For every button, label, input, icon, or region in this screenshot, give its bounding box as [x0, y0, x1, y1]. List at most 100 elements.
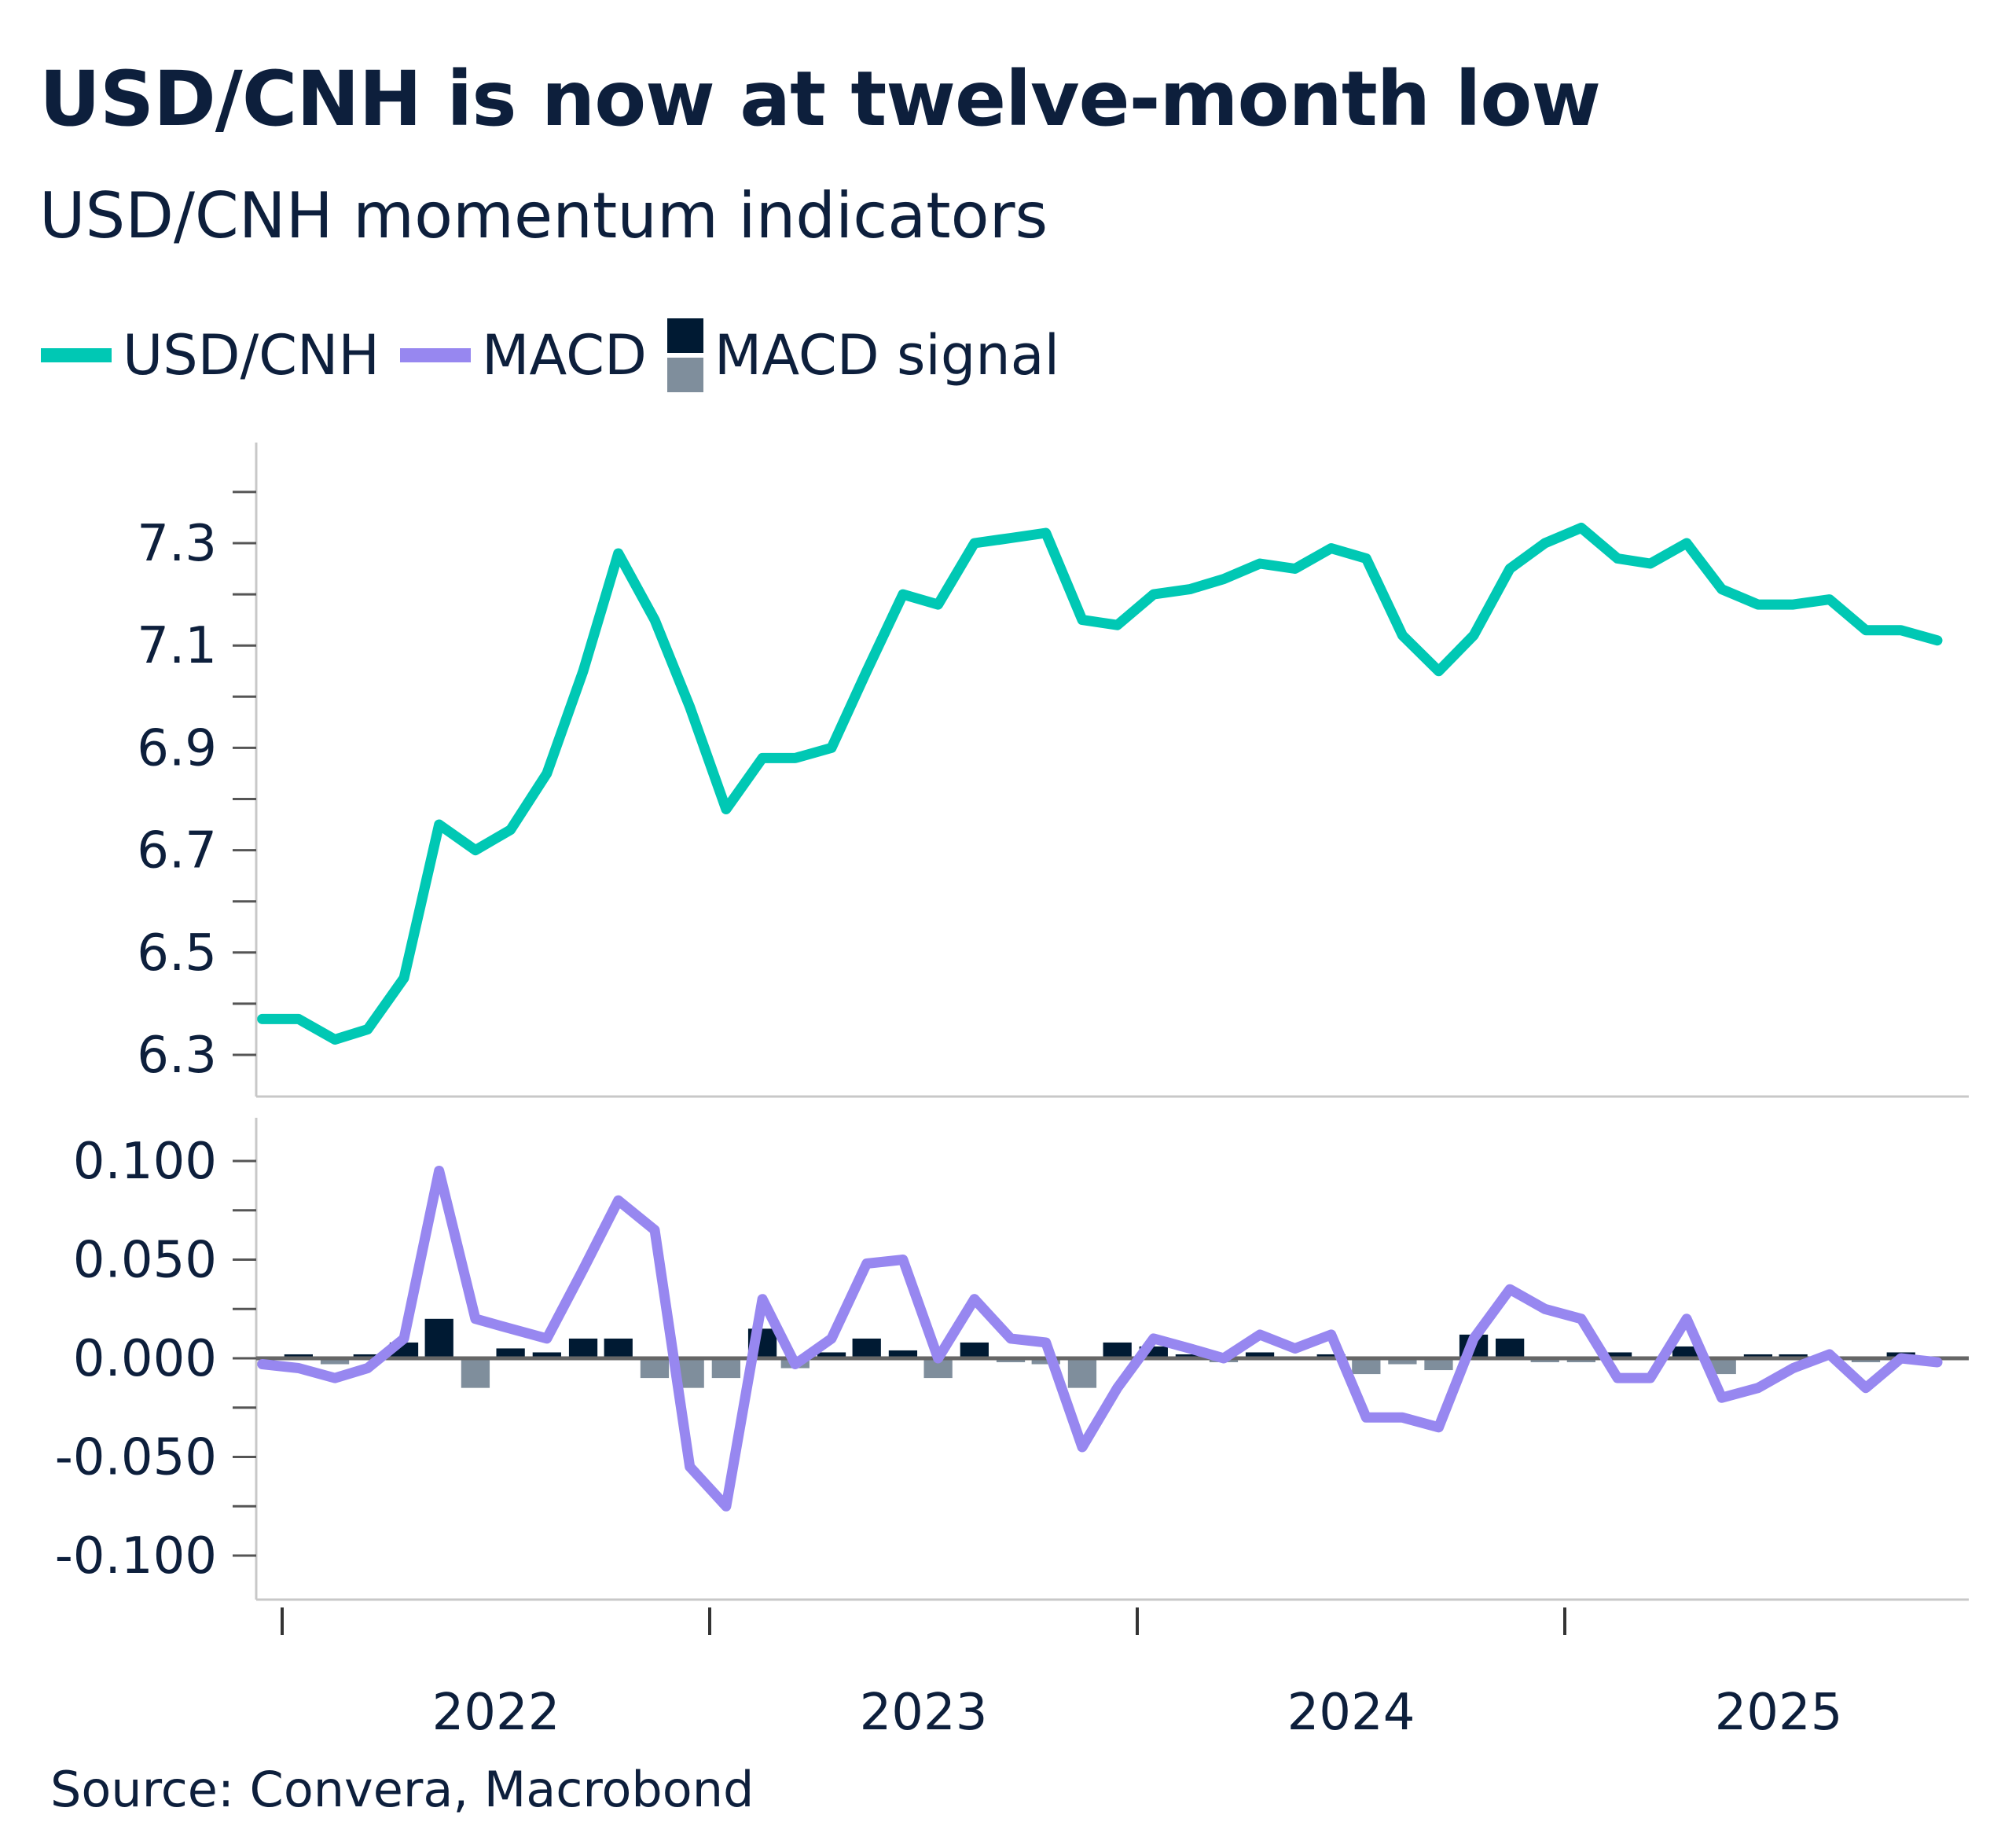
macd-line-point — [618, 1200, 619, 1201]
x-tick-label: 2022 — [432, 1684, 560, 1742]
macd-signal-bar — [852, 1338, 881, 1358]
macd-line-point — [1757, 1387, 1759, 1389]
legend-swatch-macd-signal — [666, 318, 703, 392]
macd-line-point — [367, 1368, 369, 1369]
macd-line-point — [1153, 1338, 1155, 1339]
usdcnh-line-point — [262, 1018, 263, 1020]
source-note: Source: Convera, Macrobond — [50, 1761, 754, 1818]
macd-line-point — [582, 1269, 584, 1270]
macd-signal-bar — [1424, 1358, 1453, 1371]
macd-line-point — [1544, 1308, 1546, 1310]
usdcnh-line-point — [510, 829, 512, 831]
usdcnh-line-point — [1365, 558, 1367, 560]
usdcnh-line-point — [367, 1028, 369, 1030]
macd-line-point — [725, 1505, 727, 1507]
usdcnh-line-point — [1045, 532, 1047, 534]
usdcnh-line-point — [1793, 604, 1794, 605]
x-tick-label: 2024 — [1287, 1684, 1415, 1742]
macd-line-point — [1189, 1347, 1191, 1349]
legend-swatch-usdcnh — [41, 348, 112, 362]
usdcnh-line-point — [1081, 619, 1083, 621]
usdcnh-line-point — [298, 1018, 299, 1020]
macd-line-point — [403, 1338, 405, 1339]
usdcnh-line-point — [725, 809, 727, 810]
usdcnh-line-point — [1294, 568, 1296, 570]
usdcnh-line-point — [582, 670, 584, 672]
macd-line-point — [1294, 1347, 1296, 1349]
usdcnh-line-point — [866, 670, 868, 672]
macd-signal-bar — [711, 1358, 740, 1379]
macd-line-point — [1117, 1387, 1118, 1389]
macd-signal-bar — [888, 1350, 918, 1358]
chart-subtitle: USD/CNH momentum indicators — [39, 179, 1048, 252]
macd-signal-bar — [604, 1338, 633, 1358]
usdcnh-line-point — [1829, 599, 1830, 601]
usdcnh-line-point — [403, 977, 405, 979]
macd-signal-bar — [320, 1358, 350, 1365]
usdcnh-line-point — [1509, 568, 1511, 570]
macd-line-point — [1081, 1446, 1083, 1448]
macd-signal-bar — [1779, 1354, 1808, 1358]
macd-signal-bar — [353, 1354, 382, 1358]
macd-line-point — [866, 1263, 868, 1265]
usdcnh-line-point — [1617, 558, 1618, 560]
macd-signal-bar — [960, 1342, 989, 1358]
macd-line-point — [1509, 1288, 1511, 1290]
legend-label: USD/CNH — [123, 323, 380, 388]
macd-line-point — [298, 1368, 299, 1369]
y-tick-label: 6.3 — [137, 1027, 217, 1085]
y-tick-label: -0.050 — [55, 1429, 217, 1487]
y-tick-label: 6.7 — [137, 822, 217, 880]
y-tick-label: 0.050 — [73, 1232, 217, 1290]
usdcnh-line-point — [334, 1038, 336, 1040]
macd-signal-bar — [1103, 1342, 1132, 1358]
macd-signal-bar — [1175, 1354, 1205, 1358]
macd-line-point — [262, 1364, 263, 1365]
macd-signal-bar — [1566, 1358, 1595, 1363]
usdcnh-line-point — [1757, 604, 1759, 605]
macd-signal-bar — [1496, 1338, 1525, 1358]
usdcnh-line-point — [974, 542, 975, 544]
macd-signal-bar — [284, 1354, 313, 1358]
macd-line-point — [1045, 1342, 1047, 1343]
y-tick-label: 0.100 — [73, 1133, 217, 1191]
macd-signal-bar — [1245, 1352, 1275, 1358]
usdcnh-line-point — [1117, 624, 1118, 626]
y-tick-label: 7.3 — [137, 515, 217, 573]
macd-line-point — [1010, 1338, 1012, 1339]
legend-swatch-macd — [400, 348, 472, 362]
macd-signal-bar — [1388, 1358, 1417, 1365]
macd-line-point — [1793, 1368, 1794, 1369]
x-tick-label: 2025 — [1715, 1684, 1843, 1742]
y-tick-label: 6.5 — [137, 924, 217, 983]
macd-signal-bar — [1603, 1352, 1632, 1358]
macd-line-point — [902, 1259, 904, 1260]
macd-signal-bar — [640, 1358, 670, 1379]
legend-label: MACD — [482, 323, 647, 388]
legend-item-macd-signal: MACD signal — [666, 318, 1059, 392]
macd-line-point — [1900, 1358, 1902, 1359]
legend-item-macd: MACD — [400, 323, 647, 388]
macd-line-point — [689, 1466, 691, 1468]
usdcnh-line-point — [654, 619, 655, 621]
macd-signal-bar — [532, 1352, 561, 1358]
macd-line-point — [1617, 1377, 1618, 1379]
macd-signal-bar — [1743, 1354, 1773, 1358]
y-tick-label: 6.9 — [137, 719, 217, 777]
usdcnh-line-point — [618, 553, 619, 554]
usdcnh-line — [257, 523, 1943, 1045]
macd-signal-bar — [424, 1318, 453, 1358]
chart-title: USD/CNH is now at twelve-month low — [39, 55, 1601, 143]
usdcnh-line-point — [1544, 542, 1546, 544]
y-tick-label: 0.000 — [73, 1330, 217, 1388]
macd-signal-bar — [996, 1358, 1026, 1363]
macd-line-point — [654, 1229, 655, 1231]
usdcnh-line-point — [1401, 634, 1403, 636]
usdcnh-line-point — [1189, 589, 1191, 590]
legend: USD/CNH MACD MACD signal — [41, 318, 1080, 392]
macd-signal-bar — [1067, 1358, 1097, 1388]
macd-line — [257, 1166, 1943, 1512]
macd-line-point — [1259, 1334, 1261, 1335]
macd-signal-bar — [1031, 1358, 1060, 1365]
